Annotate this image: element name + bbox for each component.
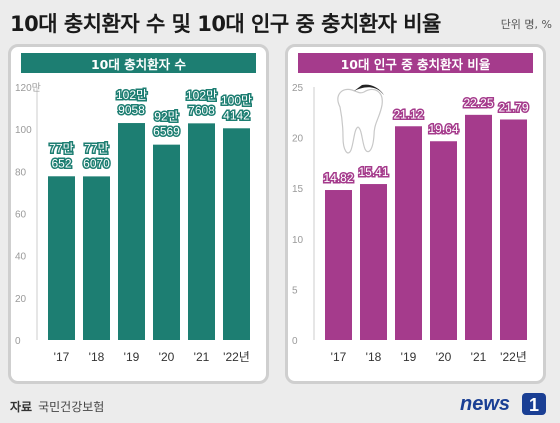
patients-bar <box>223 128 250 340</box>
patients-bar <box>83 176 110 340</box>
ratio-value-label: 14.82 <box>323 171 353 185</box>
patients-value-label: 6569 <box>153 125 180 139</box>
patients-chart-title: 10대 충치환자 수 <box>21 53 256 73</box>
patients-ytick-label: 80 <box>15 167 27 178</box>
ratio-category-label: '20 <box>436 350 452 364</box>
patients-value-label: 9058 <box>118 103 145 117</box>
ratio-bar <box>360 184 387 340</box>
ratio-ytick-label: 0 <box>292 336 298 347</box>
ratio-category-label: '18 <box>366 350 382 364</box>
ratio-ytick-label: 25 <box>292 83 304 94</box>
patients-value-label: 6070 <box>83 156 110 170</box>
ratio-category-label: '17 <box>331 350 347 364</box>
logo-text: news <box>460 393 510 415</box>
logo-mark: 1 <box>529 395 539 415</box>
ratio-category-label: '19 <box>401 350 417 364</box>
patients-bar <box>48 176 75 340</box>
patients-value-label: 77만 <box>49 141 73 155</box>
patients-category-label: '22년 <box>223 350 250 364</box>
ratio-ytick-label: 20 <box>292 134 304 145</box>
ratio-chart-panel: 10대 인구 중 충치환자 비율 0 5 10 15 20 25 14.82 '17 15.41… <box>285 44 546 384</box>
patients-bar-chart: 020406080100120만77만652'1777만6070'18102만9… <box>15 82 254 364</box>
ratio-bar <box>325 190 352 340</box>
tooth-icon <box>337 84 384 154</box>
patients-value-label: 102만 <box>186 88 217 102</box>
ratio-bar <box>465 114 492 340</box>
patients-bar <box>153 144 180 340</box>
patients-category-label: '20 <box>159 350 175 364</box>
ratio-value-label: 19.64 <box>428 122 458 136</box>
patients-value-label: 7608 <box>188 103 215 117</box>
patients-ytick-label: 60 <box>15 210 27 221</box>
patients-value-label: 652 <box>51 156 71 170</box>
ratio-value-label: 22.25 <box>463 96 493 110</box>
ratio-bar <box>430 141 457 340</box>
patients-ytick-label: 120만 <box>15 82 41 94</box>
ratio-chart-title: 10대 인구 중 충치환자 비율 <box>298 53 533 73</box>
ratio-bar <box>500 119 527 340</box>
ratio-ytick-label: 10 <box>292 235 304 246</box>
patients-value-label: 100만 <box>221 93 252 107</box>
ratio-ytick-label: 5 <box>292 285 298 296</box>
patients-category-label: '18 <box>89 350 105 364</box>
patients-value-label: 77만 <box>84 141 108 155</box>
ratio-value-label: 15.41 <box>358 165 388 179</box>
ratio-value-label: 21.12 <box>393 107 423 121</box>
patients-bar <box>118 123 145 340</box>
patients-ytick-label: 20 <box>15 294 27 305</box>
unit-label: 단위 명, % <box>500 18 552 31</box>
patients-category-label: '19 <box>124 350 140 364</box>
patients-chart-panel: 10대 충치환자 수 0 20 40 60 80 100 120만 77만 652'17 77만 6… <box>8 44 269 384</box>
patients-value-label: 92만 <box>154 110 178 124</box>
patients-ytick-label: 100 <box>15 125 32 136</box>
page-title: 10대 충치환자 수 및 10대 인구 중 충치환자 비율 <box>10 12 441 36</box>
ratio-value-label: 21.79 <box>498 100 528 114</box>
source-text: 국민건강보험 <box>38 400 105 414</box>
patients-category-label: '17 <box>54 350 70 364</box>
ratio-bar <box>395 126 422 341</box>
patients-ytick-label: 40 <box>15 252 27 263</box>
news1-logo: news 1 <box>460 393 546 415</box>
ratio-ytick-label: 15 <box>292 184 304 195</box>
source-line: 자료 국민건강보험 <box>10 398 104 415</box>
patients-category-label: '21 <box>194 350 210 364</box>
patients-ytick-label: 0 <box>15 336 21 347</box>
ratio-category-label: '22년 <box>500 350 527 364</box>
logo-badge <box>522 393 546 415</box>
ratio-bar-chart: 0 5 10 15 20 25 14.82 '17 15.41 '18 21.12 '19 19.64 '… <box>292 83 530 364</box>
patients-value-label: 102만 <box>116 88 147 102</box>
ratio-category-label: '21 <box>471 350 487 364</box>
patients-value-label: 4142 <box>223 108 250 122</box>
source-label: 자료 <box>10 400 33 414</box>
patients-bar <box>188 123 215 340</box>
